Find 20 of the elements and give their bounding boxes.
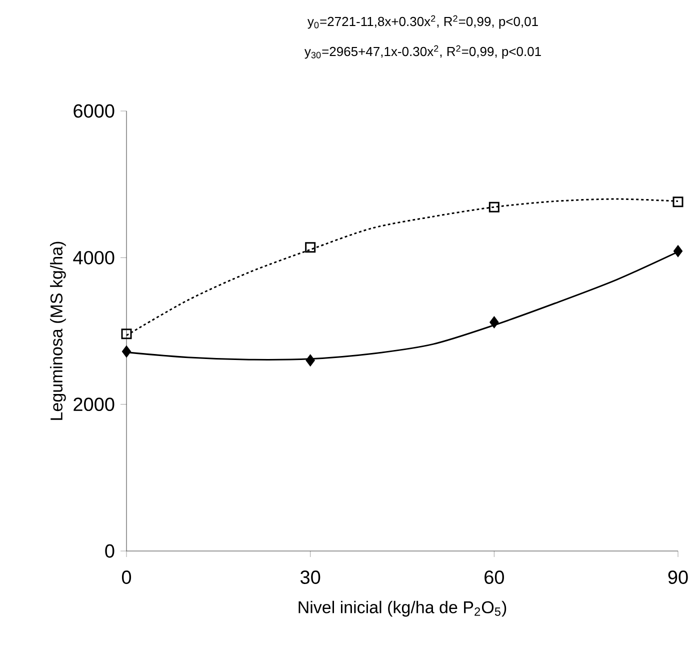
- y-axis-title: Leguminosa (MS kg/ha): [50, 242, 66, 420]
- point: [306, 354, 315, 366]
- x-axis-title: Nivel inicial (kg/ha de P$_{2}$O$_{5}$): [298, 600, 506, 617]
- x-tick-label: 60: [484, 570, 504, 584]
- point: [674, 245, 682, 257]
- text: y$_{30}$=2965+47,1x-0.30x$^{2}$, R$^{2}$=0,99, p<0.01: [304, 45, 541, 59]
- point: [672, 196, 684, 208]
- y-tick-label: 6000: [74, 104, 114, 118]
- y-tick-label: 2000: [74, 398, 114, 412]
- text: y$_{0}$=2721-11,8x+0.30x$^{2}$, R$^{2}$=0,99, p<0,01: [307, 15, 538, 29]
- y-tick-label: 0: [105, 544, 114, 558]
- x-tick-label: 90: [668, 570, 688, 584]
- point: [488, 202, 500, 212]
- point: [121, 328, 132, 340]
- x-tick-label: 0: [122, 570, 132, 584]
- point: [490, 316, 499, 328]
- point: [122, 346, 131, 358]
- x-tick-label: 30: [300, 570, 320, 584]
- y-tick-label: 4000: [73, 250, 114, 264]
- point: [305, 242, 316, 253]
